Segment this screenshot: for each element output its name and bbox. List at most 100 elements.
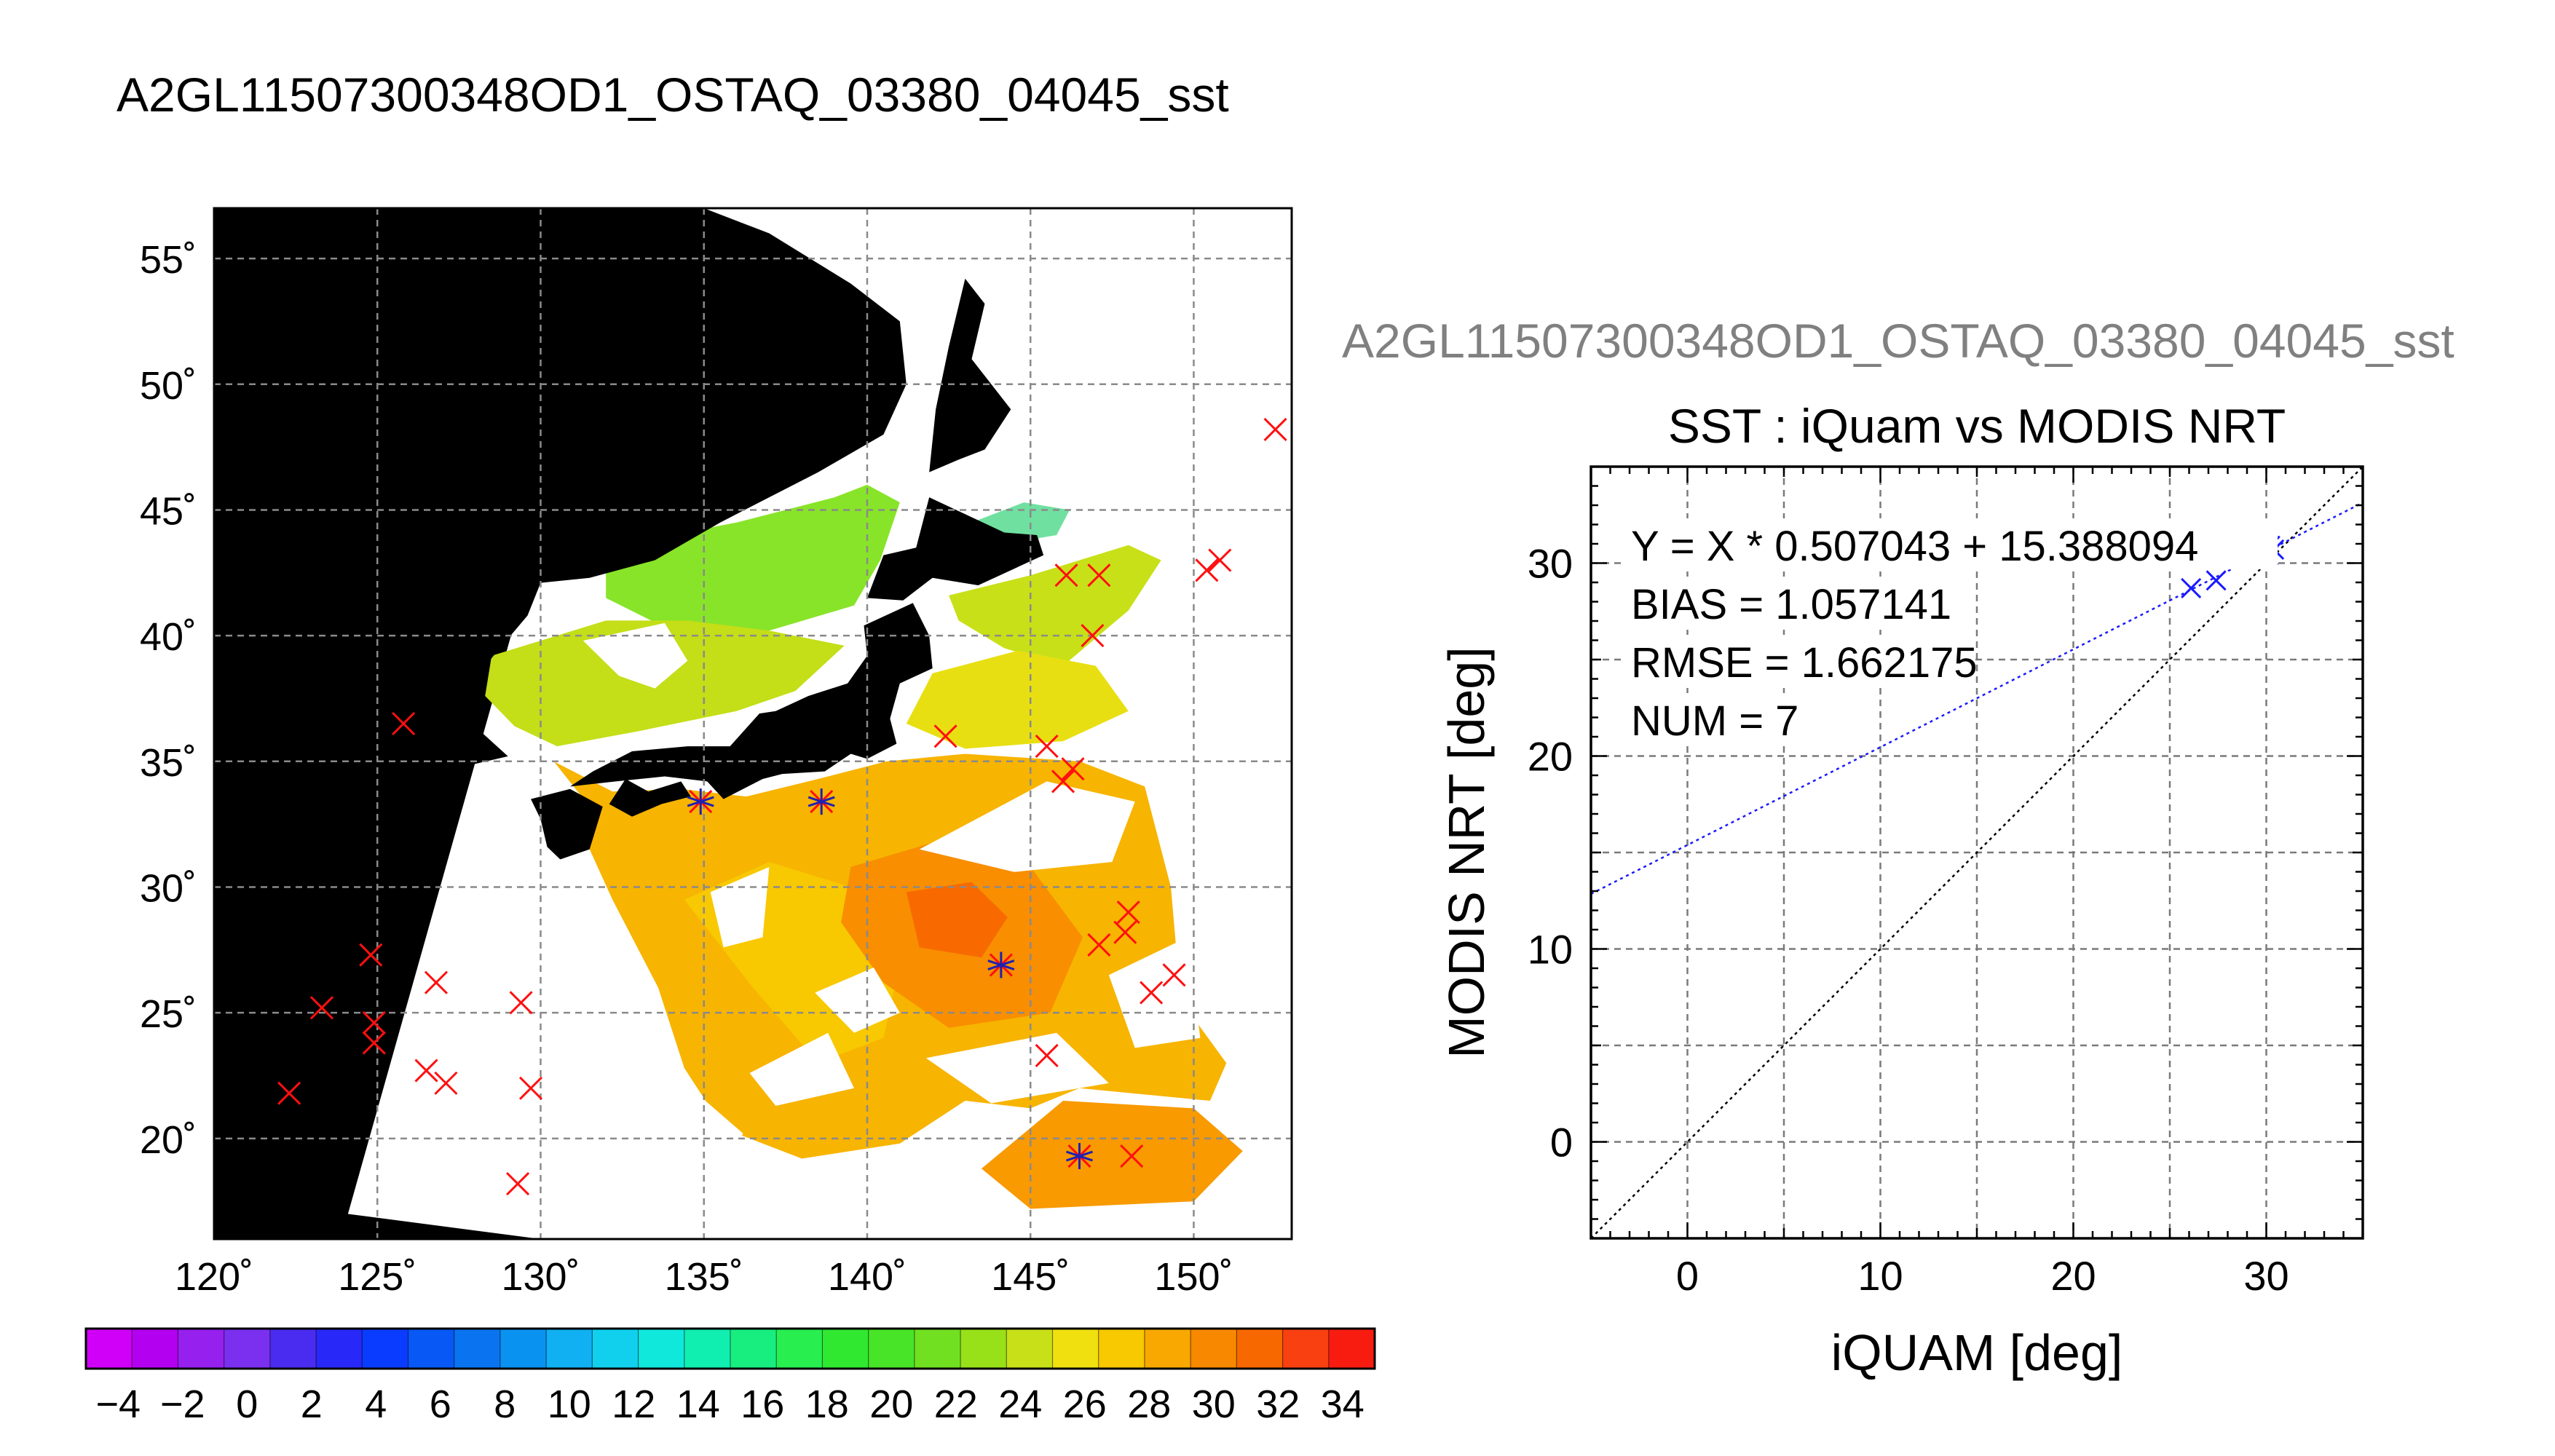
colorbar-segment <box>132 1329 179 1369</box>
buoy-marker-red <box>933 724 957 748</box>
sst-region-pacific-north <box>949 545 1161 666</box>
sst-map-chart: 120˚ 125˚ 130˚ 135˚ 140˚ 145˚ 150˚ 20˚ 25˚ 30˚ 35˚… <box>84 207 1376 1426</box>
annotation-text: NUM = 7 <box>1631 697 1798 745</box>
colorbar-segment <box>1006 1329 1054 1369</box>
scatter-ticks <box>1590 465 2364 1240</box>
colorbar-tick-label: 24 <box>998 1382 1042 1426</box>
scatter-y-axis-label: MODIS NRT [deg] <box>1438 646 1495 1058</box>
colorbar-segment <box>454 1329 501 1369</box>
annotation-text: BIAS = 1.057141 <box>1631 581 1951 628</box>
scatter-y-tick-label: 10 <box>1528 927 1573 973</box>
colorbar-segment <box>592 1329 639 1369</box>
colorbar-segment <box>960 1329 1007 1369</box>
map-x-tick-label: 130˚ <box>501 1255 580 1299</box>
map-markers <box>277 417 1287 1196</box>
land-asia-mainland <box>214 208 907 989</box>
sst-region-south-east <box>981 1101 1243 1209</box>
colorbar-segment <box>868 1329 915 1369</box>
annotation-text: RMSE = 1.662175 <box>1631 639 1978 687</box>
scatter-x-tick-label: 10 <box>1857 1253 1903 1299</box>
colorbar-segment <box>1098 1329 1145 1369</box>
scatter-y-tick-label: 20 <box>1528 734 1573 780</box>
cloud-patch-6 <box>749 1032 855 1106</box>
buoy-marker-red <box>362 1031 386 1055</box>
buoy-marker-red <box>506 1171 530 1196</box>
cloud-patch-1 <box>583 622 688 689</box>
annotation-background <box>1625 693 1788 744</box>
buoy-marker-red <box>362 1010 386 1035</box>
colorbar-tick-label: 2 <box>301 1382 323 1426</box>
map-x-tick-label: 150˚ <box>1154 1255 1233 1299</box>
buoy-marker-blue <box>1066 1143 1093 1170</box>
colorbar-segment <box>546 1329 593 1369</box>
colorbar-tick-label: 26 <box>1063 1382 1107 1426</box>
buoy-marker-red <box>1054 563 1078 587</box>
cloud-patch-2 <box>919 781 1135 872</box>
buoy-marker-blue <box>687 788 714 815</box>
colorbar-tick-label: 12 <box>612 1382 655 1426</box>
buoy-marker-red <box>1116 900 1140 925</box>
page-title: A2GL11507300348OD1_OSTAQ_03380_04045_sst <box>117 68 1229 122</box>
colorbar-frame <box>84 1327 1376 1370</box>
scatter-x-tick-label: 20 <box>2050 1253 2096 1299</box>
colorbar-tick-label: 28 <box>1127 1382 1171 1426</box>
scatter-title: SST : iQuam vs MODIS NRT <box>1668 399 2286 453</box>
buoy-marker-red <box>434 1071 458 1095</box>
buoy-marker-red <box>309 996 334 1020</box>
colorbar-tick-label: 0 <box>236 1382 258 1426</box>
colorbar-tick-label: 30 <box>1192 1382 1236 1426</box>
scatter-x-tick-label: 0 <box>1676 1253 1699 1299</box>
scatter-y-tick-label: 0 <box>1550 1120 1573 1166</box>
buoy-marker-red <box>277 1081 301 1105</box>
colorbar-tick-label: 4 <box>365 1382 387 1426</box>
colorbar-tick-label: 22 <box>934 1382 978 1426</box>
map-y-tick-label: 30˚ <box>140 866 197 910</box>
land-hokkaido <box>866 497 1044 601</box>
colorbar-segment <box>269 1329 317 1369</box>
cloud-patch-4 <box>815 968 900 1033</box>
colorbar-segment <box>730 1329 777 1369</box>
buoy-marker-blue <box>807 788 835 815</box>
buoy-marker-red <box>1162 963 1186 987</box>
map-x-tick-label: 145˚ <box>991 1255 1070 1299</box>
colorbar-segment <box>499 1329 547 1369</box>
map-y-tick-label: 40˚ <box>140 615 197 659</box>
map-x-tick-label: 120˚ <box>175 1255 253 1299</box>
colorbar-segment <box>684 1329 731 1369</box>
identity-line <box>1591 467 2363 1238</box>
buoy-marker-red <box>359 943 383 967</box>
colorbar-segment <box>776 1329 824 1369</box>
buoy-marker-red <box>1087 933 1111 957</box>
colorbar-tick-label: 8 <box>494 1382 516 1426</box>
cloud-patch-7 <box>1108 937 1201 1048</box>
annotation-background <box>1625 635 1975 686</box>
buoy-marker-red <box>1120 1144 1144 1168</box>
annotation-background <box>1625 577 1975 628</box>
map-frame <box>213 207 1293 1241</box>
annotation-text: Y = X * 0.507043 + 15.388094 <box>1631 523 2198 570</box>
map-x-tick-label: 140˚ <box>828 1255 907 1299</box>
buoy-marker-red <box>1208 548 1232 572</box>
colorbar-tick-label: 6 <box>430 1382 451 1426</box>
colorbar-segment <box>86 1329 133 1369</box>
colorbar-segment <box>1328 1329 1375 1369</box>
map-y-tick-label: 50˚ <box>140 364 197 408</box>
colorbar-segment <box>1052 1329 1099 1369</box>
annotation-background <box>1625 518 2278 569</box>
land-honshu <box>569 603 933 799</box>
sst-region-warm-core <box>906 882 1008 958</box>
scatter-x-axis-label: iQUAM [deg] <box>1831 1324 2123 1381</box>
buoy-marker-red <box>1263 417 1287 441</box>
scatter-file-title: A2GL11507300348OD1_OSTAQ_03380_04045_sst <box>1342 314 2455 368</box>
buoy-marker-red <box>424 970 449 994</box>
map-x-tick-label: 125˚ <box>338 1255 416 1299</box>
buoy-marker-red <box>1035 735 1059 759</box>
buoy-marker-red <box>1087 563 1111 587</box>
scatter-point <box>2181 577 2202 599</box>
map-content <box>214 208 1292 1239</box>
scatter-x-tick-label: 30 <box>2243 1253 2289 1299</box>
colorbar-tick-label: 18 <box>805 1382 849 1426</box>
colorbar-tick-label: 16 <box>741 1382 784 1426</box>
colorbar-segment <box>362 1329 409 1369</box>
buoy-marker-red <box>392 711 416 736</box>
